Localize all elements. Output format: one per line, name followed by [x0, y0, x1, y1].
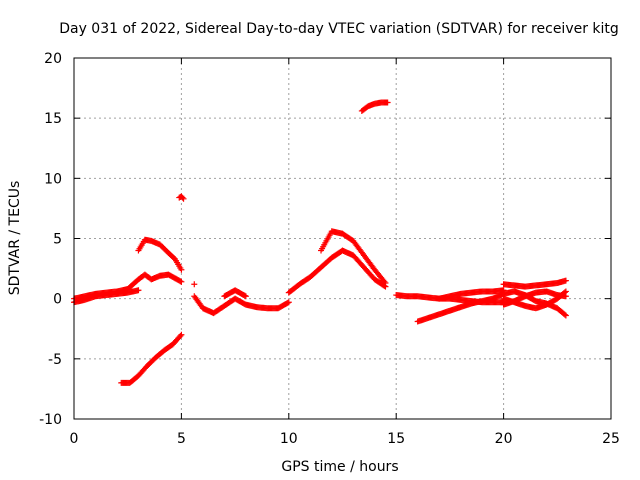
data-point [241, 292, 248, 299]
y-tick-label: 0 [53, 292, 62, 308]
x-tick-label: 15 [387, 431, 405, 447]
chart-title: Day 031 of 2022, Sidereal Day-to-day VTE… [59, 21, 619, 37]
data-point [177, 332, 184, 339]
data-point [177, 278, 184, 285]
data-point [562, 288, 569, 295]
data-point [191, 281, 198, 288]
data-point [135, 287, 142, 294]
data-point [561, 289, 568, 296]
series-N [436, 287, 507, 302]
y-tick-label: 20 [44, 51, 62, 67]
series-B [71, 287, 142, 306]
x-axis-title: GPS time / hours [281, 459, 398, 475]
series-D [176, 193, 187, 202]
series-I [285, 247, 389, 296]
plot-frame [73, 57, 612, 420]
x-tick-label: 5 [177, 431, 186, 447]
data-point [562, 277, 569, 284]
series-H [221, 287, 249, 300]
y-axis-title: SDTVAR / TECUs [7, 181, 23, 296]
data-point [178, 278, 185, 285]
y-tick-label: 10 [44, 171, 62, 187]
data-point [242, 293, 249, 300]
x-tick-labels: 0 5 10 15 20 25 [70, 431, 620, 447]
series-O [500, 277, 569, 290]
data-point [179, 194, 186, 201]
x-tick-label: 10 [280, 431, 298, 447]
data-point [284, 299, 291, 306]
series-C [135, 236, 185, 273]
y-tick-label: 15 [44, 111, 62, 127]
x-tick-label: 0 [70, 431, 79, 447]
y-tick-label: -10 [39, 412, 62, 428]
series-F [191, 281, 198, 288]
series-R [500, 288, 569, 312]
x-tick-label: 25 [602, 431, 620, 447]
y-tick-label: 5 [53, 232, 62, 248]
x-tick-label: 20 [495, 431, 513, 447]
series-G [191, 293, 292, 317]
series-J [318, 228, 389, 287]
data-point [382, 280, 389, 287]
data-point [180, 195, 187, 202]
data-points [71, 99, 569, 386]
series-M [414, 290, 507, 325]
data-point [561, 311, 568, 318]
data-point [178, 266, 185, 273]
data-point [285, 299, 292, 306]
series-K [358, 99, 391, 114]
y-tick-label: -5 [48, 352, 62, 368]
data-point [562, 312, 569, 319]
data-point [384, 99, 391, 106]
data-point [178, 331, 185, 338]
series-E [118, 331, 185, 386]
y-tick-labels: -10 -5 0 5 10 15 20 [39, 51, 62, 428]
data-point [381, 278, 388, 285]
grid [74, 58, 611, 419]
